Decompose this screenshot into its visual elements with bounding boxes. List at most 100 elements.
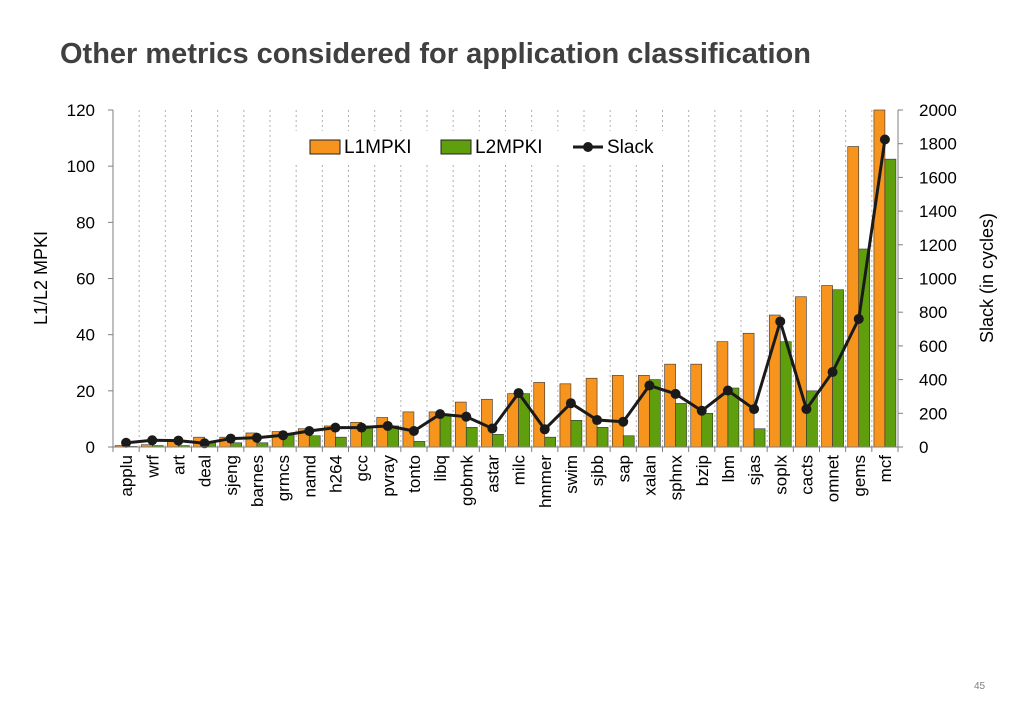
right-tick-label: 400 — [919, 371, 947, 390]
x-category-label-pvray: pvray — [379, 455, 398, 497]
left-tick-label: 100 — [67, 157, 95, 176]
bar-l2mpki-sjas — [753, 428, 766, 448]
bar-l1mpki-sjas — [742, 332, 755, 448]
legend-label-l1mpki: L1MPKI — [344, 137, 412, 158]
bar-l1mpki-omnet — [821, 285, 833, 448]
bar-l2mpki-sjeng — [230, 442, 243, 448]
x-category-label-milc: milc — [510, 455, 529, 486]
x-category-label-swim: swim — [562, 455, 581, 494]
legend-label-l2mpki: L2MPKI — [475, 137, 543, 158]
bar-l2mpki-h264 — [335, 436, 347, 448]
slack-point-astar — [487, 423, 498, 434]
legend-swatch-slack-marker — [583, 142, 593, 152]
slack-point-gems — [853, 313, 864, 324]
right-tick-label: 1400 — [919, 202, 957, 221]
left-tick-label: 40 — [76, 326, 95, 345]
bar-l2mpki-libq — [439, 414, 452, 448]
right-tick-label: 0 — [919, 438, 928, 457]
left-tick-label: 60 — [76, 270, 95, 289]
right-tick-label: 1800 — [919, 135, 957, 154]
bar-l1mpki-swim — [559, 383, 572, 448]
bar-l2mpki-gobmk — [465, 427, 478, 448]
slack-point-libq — [435, 409, 446, 420]
x-category-label-cacts: cacts — [797, 455, 816, 495]
slack-point-tonto — [408, 425, 419, 436]
page-number: 45 — [974, 681, 986, 692]
x-category-label-hmmer: hmmer — [536, 455, 555, 508]
bar-l2mpki-sphnx — [675, 403, 687, 448]
left-tick-label: 120 — [67, 101, 95, 120]
page-title: Other metrics considered for application… — [60, 38, 811, 70]
x-category-label-soplx: soplx — [771, 455, 790, 495]
x-category-label-omnet: omnet — [824, 455, 843, 503]
x-category-label-bzip: bzip — [693, 455, 712, 486]
slack-point-hmmer — [539, 424, 550, 435]
slack-point-soplx — [775, 316, 786, 327]
x-category-label-lbm: lbm — [719, 455, 738, 482]
right-tick-label: 600 — [919, 337, 947, 356]
slack-point-wrf — [147, 435, 158, 446]
slack-point-lbm — [722, 385, 733, 396]
slack-point-h264 — [330, 422, 341, 433]
x-category-label-sjeng: sjeng — [222, 455, 241, 496]
x-category-label-namd: namd — [300, 455, 319, 498]
bar-l1mpki-sphnx — [664, 363, 676, 448]
slack-point-cacts — [801, 404, 812, 415]
x-category-label-sjas: sjas — [745, 455, 764, 485]
slack-point-milc — [513, 388, 524, 399]
slack-point-sjas — [749, 404, 760, 415]
slack-point-sjbb — [592, 415, 603, 426]
x-category-label-applu: applu — [117, 455, 136, 497]
legend-swatch-l1mpki — [309, 139, 341, 155]
slack-point-grmcs — [278, 430, 289, 441]
bar-l2mpki-bzip — [701, 412, 714, 448]
bar-l1mpki-cacts — [795, 296, 807, 448]
legend-swatch-l2mpki — [440, 139, 472, 155]
left-axis-title: L1/L2 MPKI — [31, 231, 51, 325]
grid-lines — [138, 110, 873, 447]
bar-l2mpki-astar — [492, 434, 504, 448]
bar-l2mpki-sjbb — [596, 427, 609, 448]
bar-l2mpki-namd — [308, 435, 321, 448]
bar-l2mpki-sap — [622, 435, 635, 448]
x-category-label-wrf: wrf — [143, 455, 162, 479]
x-category-label-sap: sap — [614, 455, 633, 482]
bar-l2mpki-tonto — [413, 441, 426, 448]
slack-point-pvray — [382, 420, 393, 431]
legend-label-slack: Slack — [607, 137, 654, 158]
slack-point-bzip — [696, 405, 707, 416]
right-tick-label: 1000 — [919, 270, 957, 289]
legend: L1MPKI L2MPKI Slack — [290, 131, 680, 163]
slack-point-xalan — [644, 380, 655, 391]
slack-point-swim — [565, 398, 576, 409]
x-category-label-art: art — [169, 455, 188, 475]
slack-point-sphnx — [670, 388, 681, 399]
axes: 0204060801001200200400600800100012001400… — [31, 101, 997, 508]
slack-point-art — [173, 435, 184, 446]
slack-point-deal — [199, 438, 210, 449]
slack-line-series — [121, 134, 890, 449]
bar-l2mpki-mcf — [884, 158, 897, 448]
x-category-label-mcf: mcf — [876, 455, 895, 483]
x-category-label-grmcs: grmcs — [274, 455, 293, 501]
right-tick-label: 1600 — [919, 168, 957, 187]
x-category-label-libq: libq — [431, 455, 450, 481]
left-tick-label: 0 — [86, 438, 95, 457]
slack-point-sjeng — [225, 433, 236, 444]
slack-point-sap — [618, 416, 629, 427]
x-category-label-deal: deal — [196, 455, 215, 487]
x-category-label-astar: astar — [483, 455, 502, 493]
x-category-label-h264: h264 — [326, 455, 345, 493]
bar-l1mpki-gems — [847, 146, 860, 448]
right-tick-label: 200 — [919, 404, 947, 423]
x-category-label-sjbb: sjbb — [588, 455, 607, 486]
x-category-label-gobmk: gobmk — [457, 455, 476, 507]
slack-point-namd — [304, 425, 315, 436]
bar-l2mpki-hmmer — [544, 436, 557, 448]
slack-point-gobmk — [461, 411, 472, 422]
x-category-label-xalan: xalan — [640, 455, 659, 496]
left-tick-label: 20 — [76, 382, 95, 401]
slack-point-omnet — [827, 367, 838, 378]
slack-point-barnes — [251, 432, 262, 443]
